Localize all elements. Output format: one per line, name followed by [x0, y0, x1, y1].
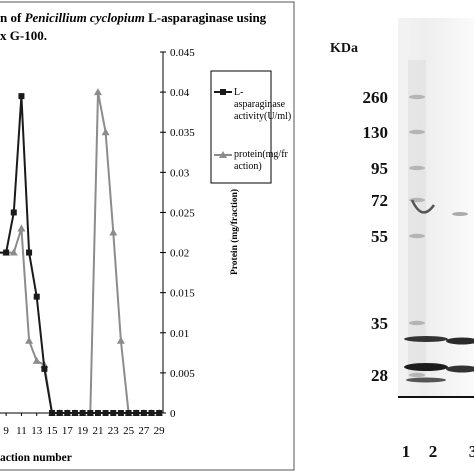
- x-tick-label: 9: [3, 425, 9, 437]
- gel-lane-label: 3: [469, 442, 474, 461]
- x-tick-label: 15: [47, 425, 59, 437]
- protein-point: [32, 356, 41, 364]
- legend-marker-protein: [219, 151, 227, 158]
- y-tick-label: 0.03: [170, 167, 190, 179]
- activity-point: [110, 410, 117, 416]
- legend-label-protein: protein(mg/fr: [234, 149, 289, 160]
- y-tick-label: 0.045: [170, 47, 195, 59]
- gel-marker-labels: 260 130 95 72 55 35 28: [363, 88, 389, 385]
- activity-point: [64, 410, 71, 416]
- gel-band: [446, 337, 474, 345]
- x-tick-label: 23: [108, 425, 120, 437]
- activity-point: [117, 410, 124, 416]
- x-tick-label: 25: [123, 425, 135, 437]
- activity-point: [26, 249, 33, 256]
- protein-point: [101, 128, 110, 136]
- y-tick-label: 0.01: [170, 328, 189, 340]
- activity-point: [148, 410, 155, 416]
- activity-point: [140, 410, 147, 416]
- activity-point: [125, 410, 132, 416]
- protein-point: [109, 228, 118, 236]
- x-tick-label: 13: [31, 425, 43, 437]
- activity-point: [94, 410, 101, 416]
- legend-label-protein: action): [234, 161, 262, 172]
- y-tick-label: 0.015: [170, 288, 195, 300]
- protein-point: [9, 248, 18, 256]
- gel-band: [404, 363, 448, 371]
- chart-title-line1: n of Penicillium cyclopium L-asparaginas…: [0, 10, 267, 25]
- legend-label-activity: asparaginase: [234, 99, 286, 110]
- activity-point: [156, 410, 163, 416]
- gel-marker-label: 28: [371, 366, 388, 385]
- legend-label-activity: activity(U/ml): [234, 111, 291, 122]
- activity-point: [33, 293, 40, 300]
- chart-panel: n of Penicillium cyclopium L-asparaginas…: [0, 1, 295, 471]
- gel-bands: [404, 60, 474, 383]
- gel-lane-label: 1: [402, 442, 411, 461]
- gel-marker-label: 55: [371, 227, 388, 246]
- y-tick-label: 0.04: [170, 87, 190, 99]
- activity-point: [10, 209, 17, 216]
- x-tick-label: 17: [62, 425, 74, 437]
- activity-point: [56, 410, 63, 416]
- series-line-activity: [0, 96, 160, 414]
- gel-band: [406, 377, 446, 383]
- title-suffix: L-asparaginase using: [145, 10, 267, 25]
- gel-band: [446, 365, 474, 373]
- activity-point: [79, 410, 86, 416]
- gel-marker-label: 130: [363, 123, 389, 142]
- gel-marker-label: 95: [371, 159, 388, 178]
- y-axis-label-right: Protein (mg/fraction): [229, 189, 240, 275]
- y-tick-label: 0.005: [170, 368, 195, 380]
- gel-marker-label: 72: [371, 191, 388, 210]
- protein-point: [17, 224, 26, 232]
- x-tick-label: 29: [154, 425, 166, 437]
- gel-lane-label: 2: [429, 442, 438, 461]
- legend-marker-activity: [220, 89, 226, 95]
- lane-1-curved-band: [410, 199, 436, 214]
- protein-point: [93, 88, 102, 96]
- activity-point: [71, 410, 78, 416]
- activity-point: [18, 93, 25, 100]
- activity-point: [3, 249, 10, 256]
- plot-area: 0 0.005 0.01 0.015 0.02 0.025 0.03 0.035 0.04 0.0…: [0, 47, 195, 437]
- y-tick-label: 0.035: [170, 127, 195, 139]
- activity-point: [102, 410, 109, 416]
- protein-point: [116, 336, 125, 344]
- legend-label-activity: L-: [234, 87, 243, 98]
- activity-point: [87, 410, 94, 416]
- chart-title-line2: x G-100.: [0, 28, 47, 43]
- x-tick-label: 27: [138, 425, 150, 437]
- gel-marker-label: 260: [363, 88, 389, 107]
- x-tick-label: 19: [77, 425, 89, 437]
- gel-unit-label: KDa: [330, 41, 358, 56]
- y-tick-label: 0: [170, 408, 176, 420]
- activity-point: [49, 410, 56, 416]
- activity-point: [41, 365, 48, 372]
- protein-point: [25, 336, 34, 344]
- activity-point: [133, 410, 140, 416]
- x-tick-label: 11: [16, 425, 27, 437]
- x-axis-label: action number: [0, 452, 72, 464]
- gel-band: [404, 336, 448, 342]
- gel-band: [452, 212, 468, 216]
- y-tick-label: 0.02: [170, 248, 189, 260]
- x-tick-label: 21: [92, 425, 103, 437]
- title-organism: Penicillium cyclopium: [25, 10, 145, 25]
- gel-marker-label: 35: [371, 314, 388, 333]
- title-prefix: n of: [0, 10, 25, 25]
- lane-1-smear: [408, 60, 426, 380]
- y-tick-label: 0.025: [170, 207, 195, 219]
